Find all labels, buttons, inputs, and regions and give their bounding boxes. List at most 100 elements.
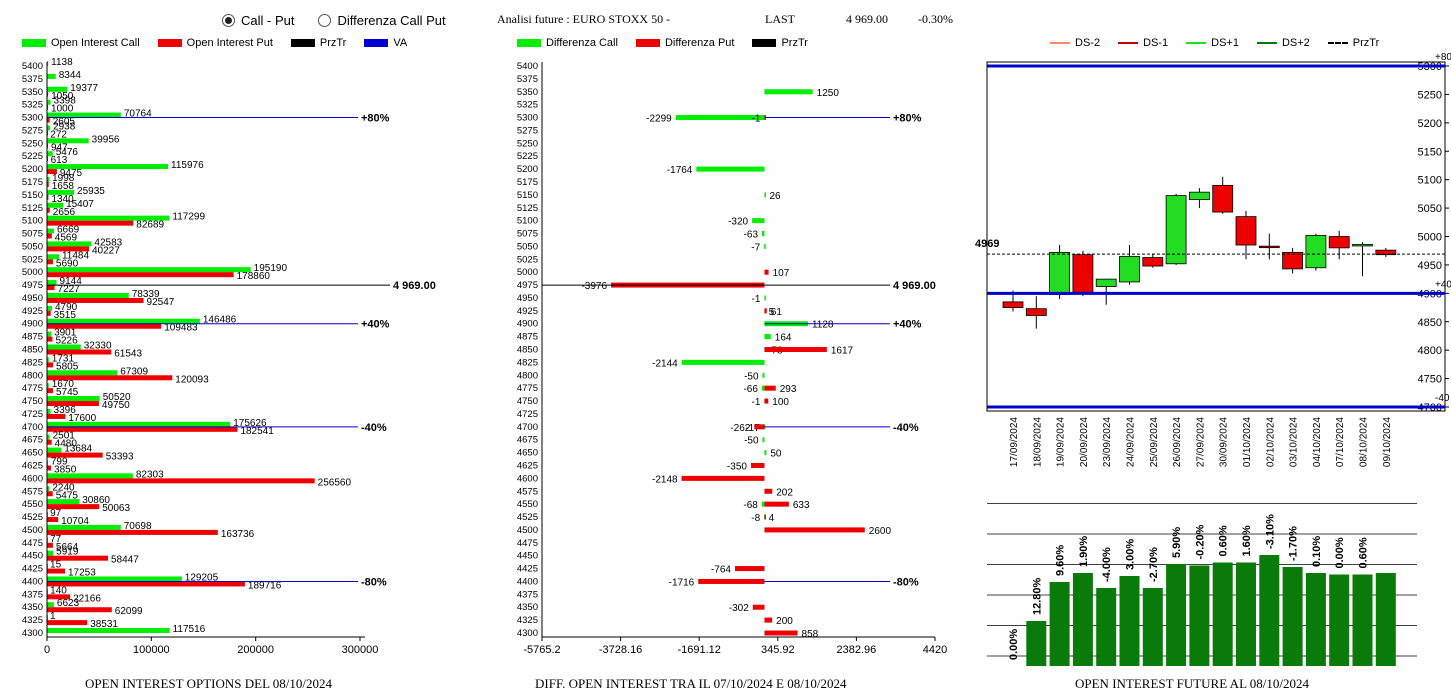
y-tick-label: 5200 bbox=[1418, 118, 1442, 130]
strike-label: 4625 bbox=[517, 460, 538, 471]
strike-label: 4350 bbox=[22, 602, 43, 613]
bar-diff-label: -320 bbox=[728, 217, 748, 228]
bar-call-label: 5919 bbox=[56, 547, 79, 558]
bar-put-label: 947 bbox=[51, 142, 68, 153]
bar-put-label: 272 bbox=[50, 129, 67, 140]
strike-label: 5400 bbox=[517, 61, 538, 72]
oi-bar bbox=[1166, 564, 1187, 666]
strike-label: 4950 bbox=[22, 293, 43, 304]
candle-body bbox=[1119, 255, 1140, 283]
bar-put-label: 5226 bbox=[55, 336, 78, 347]
bar-call bbox=[47, 305, 52, 311]
bar-put-label: 1340 bbox=[51, 194, 74, 205]
strike-label: 4925 bbox=[517, 306, 538, 317]
radio-call-put[interactable]: Call - Put bbox=[222, 13, 294, 28]
legend-oi-put: Open Interest Put bbox=[157, 37, 273, 49]
bar-diff-put bbox=[752, 604, 765, 610]
bar-put-label: 5745 bbox=[56, 387, 79, 398]
bar-diff-put bbox=[764, 308, 767, 314]
price-line-label: 4969 bbox=[975, 238, 999, 250]
bar-call-label: 6669 bbox=[57, 225, 80, 236]
x-date-label: 30/09/2024 bbox=[1219, 417, 1230, 467]
bar-diff-label: -1 bbox=[752, 114, 761, 125]
reference-line-label: +40% bbox=[893, 319, 922, 331]
bar-put bbox=[47, 568, 66, 574]
oi-bar-label: -0.20% bbox=[1194, 524, 1206, 559]
bar-call-label: 1138 bbox=[51, 58, 73, 68]
bar-diff-call bbox=[764, 334, 771, 340]
bar-call-label: 6623 bbox=[57, 598, 80, 609]
strike-label: 4800 bbox=[517, 370, 538, 381]
bar-diff-label: 26 bbox=[769, 191, 781, 202]
oi-bar bbox=[1049, 582, 1070, 666]
bar-call bbox=[47, 176, 50, 182]
strike-label: 5075 bbox=[22, 229, 43, 240]
bar-diff-label: -1 bbox=[752, 294, 761, 305]
bar-diff-label: -17 bbox=[745, 423, 760, 434]
bar-call-label: 82303 bbox=[136, 469, 164, 480]
x-tick-label: 4420 bbox=[923, 644, 947, 656]
strike-label: 5225 bbox=[517, 151, 538, 162]
bar-diff-label: 1617 bbox=[831, 346, 854, 357]
oi-bar bbox=[1282, 567, 1303, 666]
x-date-label: 04/10/2024 bbox=[1312, 417, 1323, 467]
x-date-label: 25/09/2024 bbox=[1149, 417, 1160, 467]
strike-label: 4375 bbox=[22, 589, 43, 600]
bar-diff-call bbox=[762, 372, 765, 378]
bar-call-label: 2240 bbox=[52, 482, 75, 493]
x-tick-label: 2382.96 bbox=[837, 644, 877, 656]
radio-diff-call-put[interactable]: Differenza Call Put bbox=[318, 13, 446, 28]
strike-label: 4850 bbox=[22, 345, 43, 356]
bar-put-label: 92547 bbox=[147, 297, 175, 308]
bar-call bbox=[47, 576, 182, 582]
radio-diff-indicator[interactable] bbox=[318, 14, 332, 27]
bar-diff-label: 100 bbox=[772, 397, 789, 408]
x-tick-label: 300000 bbox=[342, 644, 379, 656]
bar-put-label: 120093 bbox=[175, 374, 209, 385]
bar-call-label: 1670 bbox=[52, 379, 75, 390]
bar-call bbox=[47, 267, 251, 273]
bar-put bbox=[47, 104, 49, 110]
bar-put bbox=[47, 117, 50, 123]
bar-diff-label: -2299 bbox=[646, 114, 672, 125]
bar-call-label: 195190 bbox=[254, 263, 288, 274]
candle-body bbox=[1352, 244, 1373, 247]
bar-call-label: 9144 bbox=[60, 276, 83, 287]
bar-call bbox=[47, 215, 170, 221]
oi-bar-label: 1.60% bbox=[1241, 525, 1253, 556]
bar-diff-put bbox=[764, 398, 769, 404]
bar-call bbox=[47, 138, 89, 144]
bar-diff-label: 202 bbox=[776, 487, 793, 498]
oi-bar-label: 12.80% bbox=[1031, 577, 1043, 615]
header-last-label: LAST bbox=[765, 12, 795, 26]
bar-diff-label: 164 bbox=[775, 333, 792, 344]
strike-label: 5125 bbox=[517, 203, 538, 214]
bar-diff-label: -350 bbox=[727, 461, 747, 472]
bar-call bbox=[47, 602, 54, 608]
y-tick-label: 4950 bbox=[1418, 260, 1442, 272]
bar-diff-label: 50 bbox=[770, 449, 782, 460]
bar-diff-label: 1128 bbox=[812, 320, 834, 331]
strike-label: 5025 bbox=[22, 254, 43, 265]
bar-call-label: 1998 bbox=[52, 173, 75, 184]
radio-call-put-indicator[interactable] bbox=[222, 14, 235, 27]
header-title: Analisi future : EURO STOXX 50 - bbox=[497, 12, 671, 26]
bar-diff-put bbox=[764, 527, 865, 533]
strike-label: 5025 bbox=[517, 254, 538, 265]
oi-bar-label: 3.00% bbox=[1125, 539, 1137, 570]
candle-body bbox=[1212, 184, 1234, 213]
strike-label: 5000 bbox=[517, 267, 538, 278]
bar-diff-label: 61 bbox=[771, 307, 783, 318]
candle-body bbox=[1142, 257, 1164, 267]
strike-label: 4350 bbox=[517, 602, 538, 613]
bar-diff-label: -50 bbox=[744, 371, 759, 382]
reference-line-label: +40% bbox=[361, 319, 390, 331]
bar-call-label: 3901 bbox=[54, 328, 77, 339]
candle-body bbox=[1072, 254, 1094, 293]
strike-label: 4500 bbox=[517, 525, 538, 536]
legend-chart2: Differenza Call Differenza Put PrzTr bbox=[517, 37, 826, 49]
bar-put bbox=[47, 555, 108, 561]
bar-call bbox=[47, 99, 51, 105]
bar-put bbox=[47, 504, 100, 510]
